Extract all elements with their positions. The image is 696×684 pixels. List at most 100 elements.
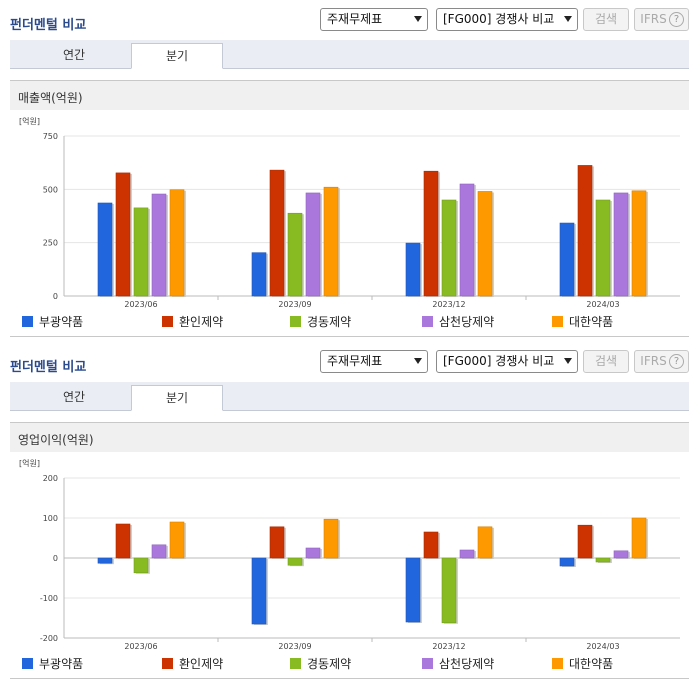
legend-label: 삼천당제약 [439,657,495,671]
divider [10,336,689,337]
y-tick-label: 100 [43,514,58,523]
panel-title: 펀더멘털 비교 [10,360,87,375]
bar [169,521,185,559]
period-tabs: 연간 분기 [10,382,689,411]
bar [423,170,439,297]
bar [559,222,575,297]
statement-select[interactable]: 주재무제표 [320,350,428,373]
divider [10,678,689,679]
bar [577,165,593,297]
chevron-down-icon [564,358,572,364]
bar [269,526,285,559]
legend-label: 부광약품 [39,657,84,671]
legend-item[interactable]: 대한약품 [552,313,613,330]
bar [287,557,303,566]
bar [459,549,475,559]
fundamental-panel-operating-profit: 펀더멘털 비교 주재무제표 [FG000] 경쟁사 비교 검색 IFRS ? 연… [0,342,696,684]
statement-select-value: 주재무제표 [327,354,383,368]
help-icon[interactable]: ? [669,354,684,369]
x-tick-label: 2024/03 [586,300,619,309]
legend-item[interactable]: 환인제약 [162,655,223,672]
bar [613,550,629,559]
bar [305,547,321,559]
bar [559,557,575,567]
period-tabs: 연간 분기 [10,40,689,69]
legend-label: 환인제약 [179,315,224,329]
legend-item[interactable]: 부광약품 [22,655,83,672]
bar [251,557,267,625]
y-unit-label: [억원] [19,458,40,468]
peer-group-select[interactable]: [FG000] 경쟁사 비교 [436,350,578,373]
legend-item[interactable]: 삼천당제약 [422,655,494,672]
chart-legend: 부광약품 환인제약 경동제약 삼천당제약 대한약품 [22,655,682,671]
x-tick-label: 2023/09 [278,300,311,309]
tab-annual[interactable]: 연간 [62,48,86,62]
bar [613,192,629,297]
x-tick-label: 2023/06 [124,300,157,309]
x-tick-label: 2024/03 [586,642,619,651]
legend-label: 삼천당제약 [439,315,495,329]
legend-label: 경동제약 [307,657,352,671]
legend-label: 환인제약 [179,657,224,671]
y-tick-label: 250 [43,239,58,248]
bar [305,192,321,297]
ifrs-label: IFRS [640,354,667,368]
y-tick-label: 0 [53,554,58,563]
y-tick-label: 500 [43,185,58,194]
legend-swatch [22,658,33,669]
legend-item[interactable]: 삼천당제약 [422,313,494,330]
bar [323,186,339,297]
legend-label: 경동제약 [307,315,352,329]
y-tick-label: -200 [40,634,58,643]
ifrs-button[interactable]: IFRS ? [634,8,689,31]
bar [323,518,339,559]
peer-group-select-value: [FG000] 경쟁사 비교 [443,12,555,26]
y-tick-label: -100 [40,594,58,603]
ifrs-button[interactable]: IFRS ? [634,350,689,373]
legend-item[interactable]: 경동제약 [290,655,351,672]
bar [133,557,149,574]
bar [133,207,149,297]
bar [631,190,647,297]
tab-quarterly[interactable]: 분기 [131,43,223,69]
x-tick-label: 2023/12 [432,642,465,651]
legend-swatch [162,658,173,669]
legend-item[interactable]: 경동제약 [290,313,351,330]
peer-group-select-value: [FG000] 경쟁사 비교 [443,354,555,368]
bar [115,172,131,297]
bar [477,526,493,559]
x-tick-label: 2023/09 [278,642,311,651]
legend-item[interactable]: 부광약품 [22,313,83,330]
chart-title: 매출액(억원) [18,91,83,105]
legend-label: 대한약품 [569,657,614,671]
tab-annual[interactable]: 연간 [62,390,86,404]
bar [595,199,611,297]
y-unit-label: [억원] [19,116,40,126]
chevron-down-icon [414,358,422,364]
statement-select-value: 주재무제표 [327,12,383,26]
help-icon[interactable]: ? [669,12,684,27]
search-button[interactable]: 검색 [583,8,629,31]
legend-swatch [552,658,563,669]
search-button[interactable]: 검색 [583,350,629,373]
bar [97,557,113,564]
bar [405,557,421,623]
bar [151,544,167,559]
ifrs-label: IFRS [640,12,667,26]
chart-legend: 부광약품 환인제약 경동제약 삼천당제약 대한약품 [22,313,682,329]
legend-item[interactable]: 대한약품 [552,655,613,672]
legend-swatch [22,316,33,327]
chart-title: 영업이익(억원) [18,433,94,447]
legend-swatch [422,316,433,327]
sales-bar-chart: [억원] 0 250 500 750 2023/06 2023/09 2023/12 2024/… [19,116,680,309]
peer-group-select[interactable]: [FG000] 경쟁사 비교 [436,8,578,31]
y-tick-label: 200 [43,474,58,483]
bar [151,193,167,297]
bar [169,189,185,297]
tab-quarterly[interactable]: 분기 [131,385,223,411]
statement-select[interactable]: 주재무제표 [320,8,428,31]
legend-item[interactable]: 환인제약 [162,313,223,330]
legend-label: 대한약품 [569,315,614,329]
bar [595,557,611,563]
bar [441,557,457,624]
